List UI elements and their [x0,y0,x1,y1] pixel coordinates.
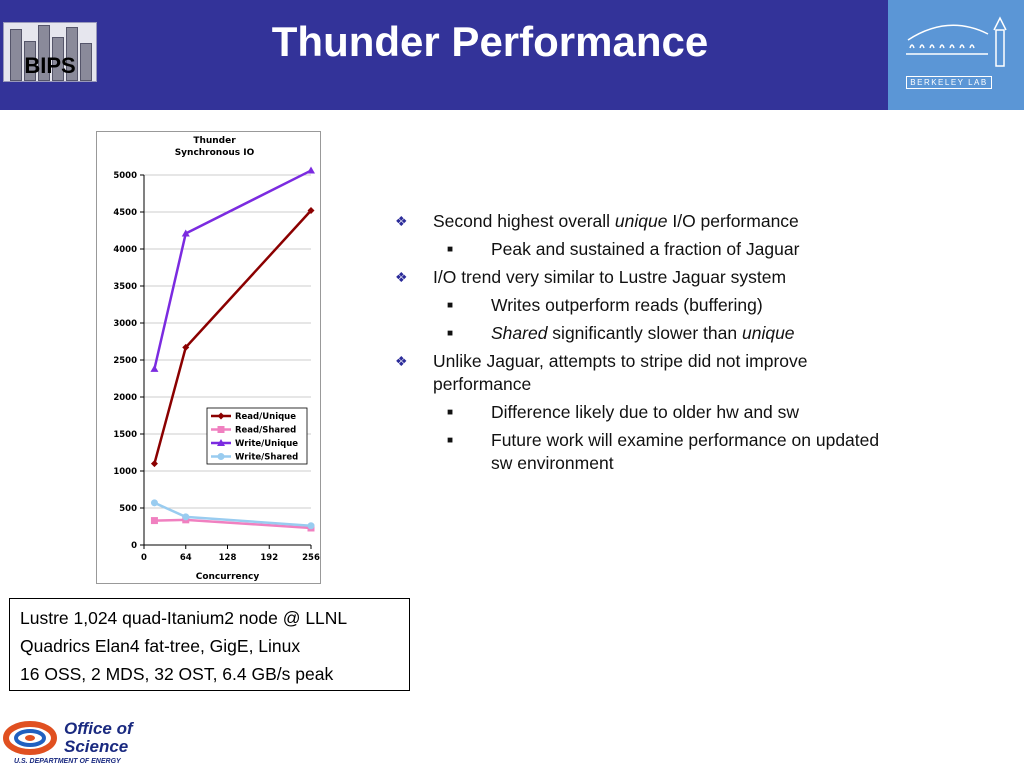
legend-marker-read-shared [217,426,225,433]
bullet-text: I/O trend very similar to Lustre Jaguar … [433,267,787,287]
data-point-write-unique [181,229,190,237]
y-tick-label: 0 [131,541,137,551]
data-point-write-unique [150,364,159,372]
square-bullet-icon: ■ [447,407,454,418]
y-tick-label: 5000 [113,171,137,181]
y-tick-label: 1000 [113,467,137,477]
x-tick-label: 192 [260,553,278,563]
y-tick-label: 500 [119,504,137,514]
office-of-science-label: Office of [64,719,133,738]
legend-label-read-unique: Read/Unique [235,412,296,422]
data-point-read-unique [182,343,190,351]
diamond-bullet-icon: ❖ [395,269,408,285]
square-bullet-icon: ■ [447,300,454,311]
y-tick-label: 2000 [113,393,137,403]
y-tick-label: 4000 [113,245,137,255]
sub-bullet-item: ■ Shared significantly slower than unique [395,322,895,345]
berkeley-lab-logo: BERKELEY LAB [888,0,1024,110]
bips-logo: BIPS [3,22,97,82]
data-point-read-unique [307,207,315,215]
sub-bullet-item: ■ Future work will examine performance on… [395,429,895,475]
office-of-science-logo [3,721,57,755]
bullet-text: Peak and sustained a fraction of Jaguar [491,239,800,259]
x-tick-label: 0 [141,553,147,563]
legend-marker-write-shared [217,453,225,460]
bullet-list: ❖ Second highest overall unique I/O perfo… [395,210,895,480]
data-point-read-shared [150,517,158,525]
diamond-bullet-icon: ❖ [395,213,408,229]
page-title: Thunder Performance [271,18,709,65]
y-tick-label: 2500 [113,356,137,366]
info-line: Quadrics Elan4 fat-tree, GigE, Linux [20,636,301,656]
bullet-text: Difference likely due to older hw and sw [491,402,800,422]
bips-logo-text: BIPS [24,53,76,78]
data-point-write-shared [182,513,190,521]
y-tick-label: 3000 [113,319,137,329]
x-tick-label: 256 [302,553,320,563]
sub-bullet-item: ■ Writes outperform reads (buffering) [395,294,895,317]
y-tick-label: 3500 [113,282,137,292]
data-point-read-unique [150,460,158,468]
title-banner: BIPS Thunder Performance [0,0,888,110]
square-bullet-icon: ■ [447,328,454,339]
bullet-text: Shared [491,323,548,343]
square-bullet-icon: ■ [447,244,454,255]
thunder-io-chart: Thunder Synchronous IO 0 500 1000 1500 2000 250… [113,136,320,582]
info-line: 16 OSS, 2 MDS, 32 OST, 6.4 GB/s peak [20,664,334,684]
y-tick-label: 1500 [113,430,137,440]
series-line-write-unique [153,169,312,370]
bullet-text: significantly slower than [547,323,742,343]
y-tick-label: 4500 [113,208,137,218]
diamond-bullet-icon: ❖ [395,353,408,369]
doe-label: U.S. DEPARTMENT OF ENERGY [14,758,121,765]
bullet-item: ❖ Second highest overall unique I/O perfo… [395,210,895,233]
bullet-text: Second highest overall [433,211,615,231]
bullet-text: Writes outperform reads (buffering) [491,295,763,315]
legend-label-write-shared: Write/Shared [235,453,298,463]
square-bullet-icon: ■ [447,435,454,446]
sub-bullet-item: ■ Difference likely due to older hw and s… [395,401,895,424]
bullet-text: Unlike Jaguar, attempts to stripe did no… [433,351,808,394]
legend-label-read-shared: Read/Shared [235,426,296,436]
bullet-text: Future work will examine performance on … [491,430,880,473]
system-info-box: Lustre 1,024 quad-Itanium2 node @ LLNL Q… [9,598,410,691]
x-tick-label: 64 [180,553,192,563]
info-line: Lustre 1,024 quad-Itanium2 node @ LLNL [20,608,348,628]
data-point-write-unique [307,166,315,174]
chart-title: Thunder [193,136,236,146]
legend-marker-write-unique [217,439,225,446]
x-tick-label: 128 [219,553,237,563]
bullet-item: ❖ Unlike Jaguar, attempts to stripe did n… [395,350,895,396]
chart-frame: Thunder Synchronous IO 0 500 1000 1500 2000 250… [96,131,321,584]
data-point-write-shared [307,522,315,530]
bullet-text: I/O performance [667,211,799,231]
x-axis-label: Concurrency [196,572,260,582]
legend-label-write-unique: Write/Unique [235,439,298,449]
bullet-text: unique [741,323,795,343]
chart-subtitle: Synchronous IO [175,148,255,158]
berkeley-campanile-icon [906,16,1007,67]
berkeley-lab-text: BERKELEY LAB [906,76,992,89]
bullet-item: ❖ I/O trend very similar to Lustre Jaguar… [395,266,895,289]
bullet-text: unique [614,211,668,231]
data-point-write-shared [150,499,158,507]
legend-marker-read-unique [217,412,225,420]
office-of-science-label-2: Science [64,737,129,756]
sub-bullet-item: ■ Peak and sustained a fraction of Jaguar [395,238,895,261]
